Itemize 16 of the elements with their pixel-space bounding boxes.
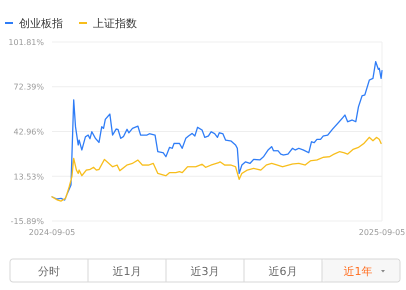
y-tick-label: 101.81% bbox=[8, 38, 44, 47]
text: 近1月 bbox=[112, 265, 142, 278]
y-tick-label: 13.53% bbox=[13, 172, 44, 182]
x-tick-label: 2025-09-05 bbox=[358, 228, 406, 237]
text: 近3月 bbox=[190, 265, 220, 278]
x-tick-label: 2024-09-05 bbox=[28, 228, 76, 237]
text: 分时 bbox=[38, 265, 60, 278]
y-tick-label: 42.96% bbox=[13, 128, 44, 136]
legend-label: 创业板指 bbox=[19, 17, 63, 30]
text: 近6月 bbox=[268, 265, 298, 278]
line-series bbox=[51, 60, 383, 201]
y-tick-label: -15.89% bbox=[10, 217, 44, 226]
text: 近1年 bbox=[344, 265, 372, 278]
legend-label: 上证指数 bbox=[93, 17, 137, 30]
line-series bbox=[51, 136, 382, 202]
y-tick-label: 72.39% bbox=[13, 82, 44, 92]
